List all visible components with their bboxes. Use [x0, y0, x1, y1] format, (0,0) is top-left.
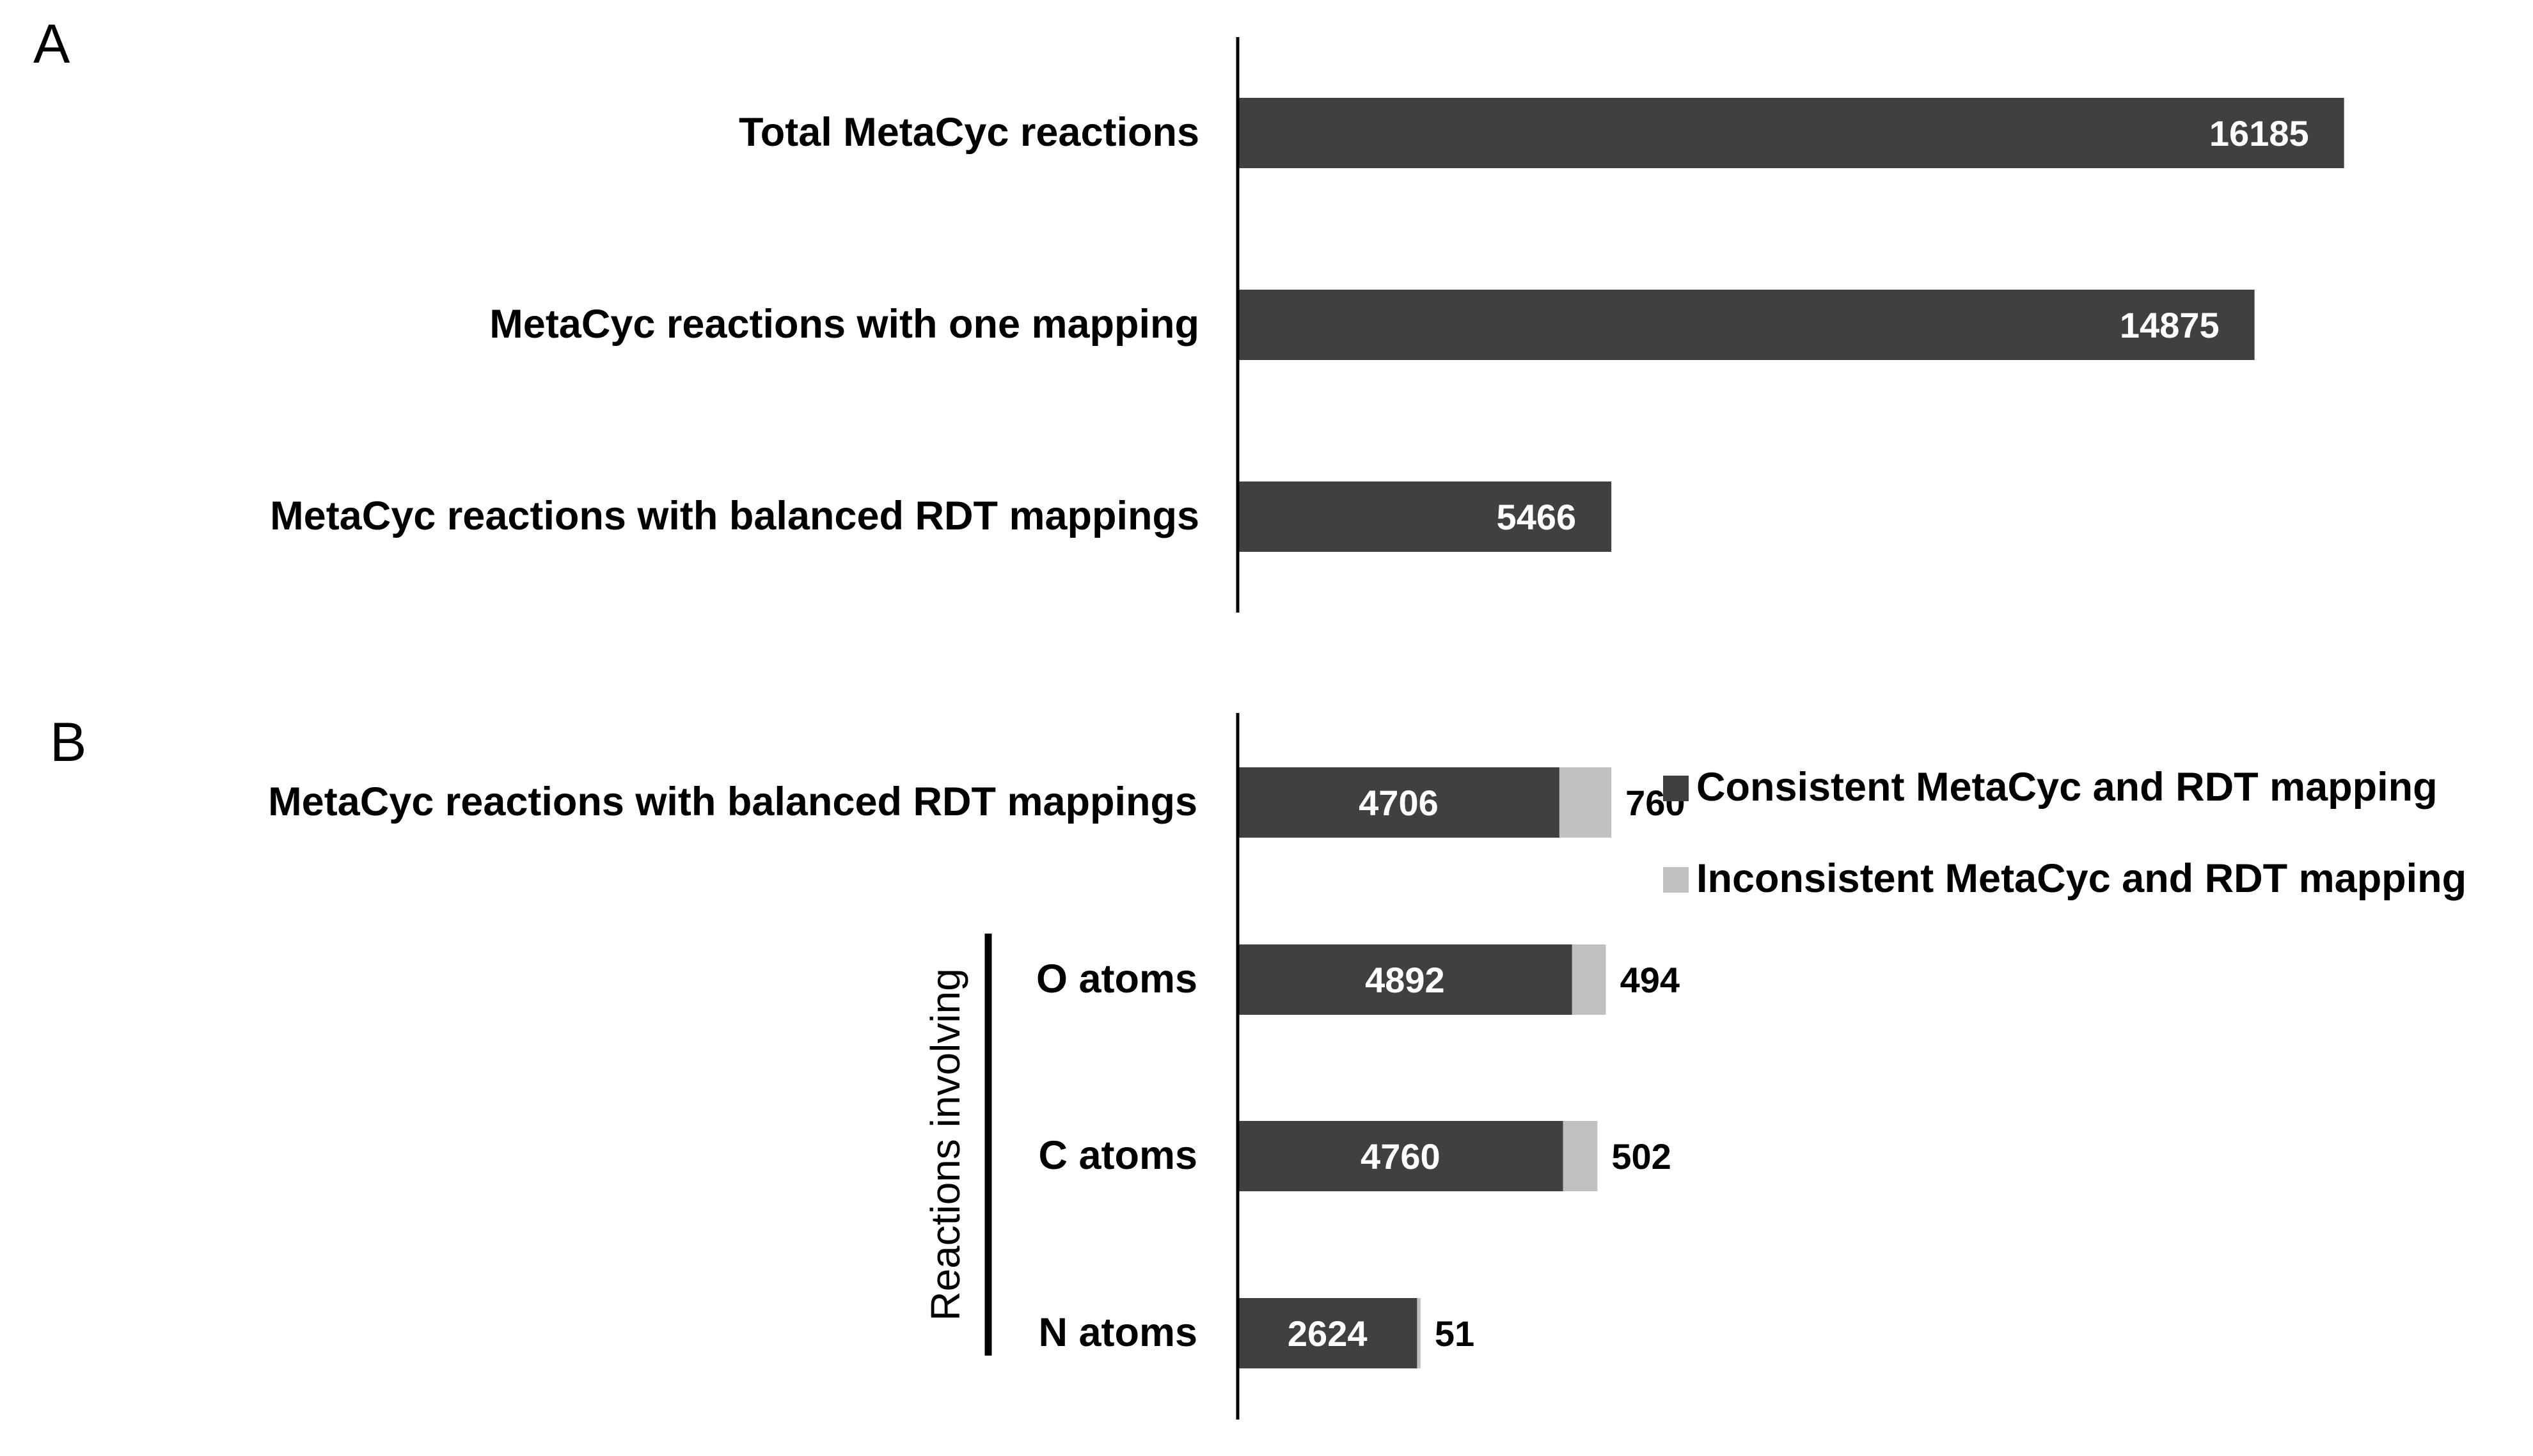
bar-value-label-consistent: 4706	[1359, 783, 1439, 823]
group-label: Reactions involving	[922, 968, 968, 1320]
panel-a-letter: A	[33, 13, 70, 75]
bar-value-label-inconsistent: 494	[1620, 960, 1680, 1000]
panel-a: A Total MetaCyc reactions 16185 MetaCyc re…	[33, 13, 2344, 613]
bar-value-label-consistent: 4760	[1361, 1136, 1440, 1177]
panel-b-letter: B	[50, 712, 86, 773]
bar-value-label-consistent: 2624	[1288, 1313, 1368, 1354]
category-label: MetaCyc reactions with balanced RDT mapp…	[268, 779, 1197, 824]
bar-value-label-inconsistent: 502	[1611, 1136, 1671, 1177]
category-label: C atoms	[1038, 1133, 1197, 1178]
bar	[1238, 98, 2344, 168]
panel-a-bars: Total MetaCyc reactions 16185 MetaCyc reac…	[270, 98, 2344, 552]
category-label: MetaCyc reactions with balanced RDT mapp…	[270, 494, 1199, 538]
bar-inconsistent	[1559, 767, 1612, 838]
bar-value-label: 14875	[2120, 305, 2220, 345]
bar-value-label: 16185	[2209, 113, 2309, 153]
bar	[1238, 481, 1612, 552]
legend-swatch-consistent	[1663, 776, 1689, 801]
bar-value-label-inconsistent: 51	[1435, 1313, 1474, 1354]
category-label: Total MetaCyc reactions	[739, 110, 1199, 155]
category-label: O atoms	[1036, 957, 1197, 1001]
bar-inconsistent	[1563, 1121, 1598, 1191]
legend-label: Inconsistent MetaCyc and RDT mapping	[1696, 856, 2466, 901]
bar-value-label-consistent: 4892	[1365, 960, 1445, 1000]
panel-b: B MetaCyc reactions with balanced RDT ma…	[50, 712, 2466, 1420]
bar-consistent	[1238, 1121, 1563, 1191]
category-label: MetaCyc reactions with one mapping	[489, 302, 1199, 347]
panel-b-bars: MetaCyc reactions with balanced RDT mapp…	[268, 767, 1685, 1368]
legend: Consistent MetaCyc and RDT mapping Incons…	[1663, 765, 2466, 901]
legend-label: Consistent MetaCyc and RDT mapping	[1696, 765, 2438, 810]
bar-inconsistent	[1572, 944, 1606, 1015]
bar-consistent	[1238, 767, 1559, 838]
bar-consistent	[1238, 1298, 1417, 1368]
category-label: N atoms	[1038, 1310, 1197, 1355]
bar-value-label: 5466	[1497, 497, 1577, 537]
bar-inconsistent	[1417, 1298, 1421, 1368]
bar	[1238, 290, 2255, 360]
legend-swatch-inconsistent	[1663, 867, 1689, 893]
bar-consistent	[1238, 944, 1572, 1015]
